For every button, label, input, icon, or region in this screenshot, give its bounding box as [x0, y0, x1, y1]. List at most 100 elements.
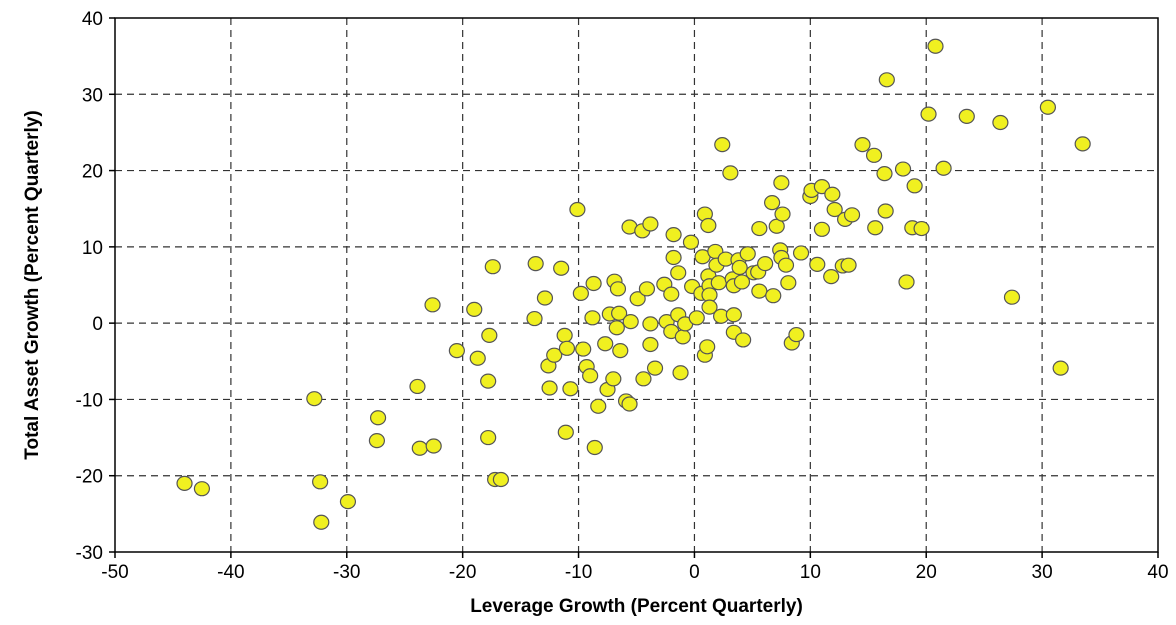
data-point: [722, 165, 739, 181]
plot-frame: [114, 17, 1159, 553]
data-point: [306, 391, 323, 407]
data-point: [546, 347, 563, 363]
data-point: [635, 371, 652, 387]
data-point: [774, 206, 791, 222]
data-point: [312, 474, 329, 490]
x-tick-label: -20: [449, 562, 476, 583]
y-tick-label: 30: [82, 85, 103, 106]
data-point: [553, 260, 570, 276]
data-point: [867, 220, 884, 236]
x-tick-label: -50: [101, 562, 128, 583]
data-point: [877, 203, 894, 219]
y-tick-label: -10: [76, 390, 103, 411]
data-point: [958, 108, 975, 125]
data-point: [906, 178, 923, 194]
data-point: [646, 360, 664, 376]
data-point: [557, 424, 574, 440]
data-point: [492, 471, 510, 488]
data-point: [876, 166, 893, 182]
data-points: [176, 38, 1091, 530]
x-tick-label: 20: [916, 562, 937, 583]
data-point: [777, 257, 795, 273]
y-tick-label: 10: [82, 238, 103, 259]
data-point: [562, 381, 579, 397]
data-point: [710, 275, 727, 291]
data-point: [313, 514, 330, 530]
data-point: [527, 256, 544, 272]
data-point: [597, 336, 614, 352]
data-point: [840, 257, 857, 273]
data-point: [733, 274, 751, 290]
x-tick-label: -10: [565, 562, 592, 583]
data-point: [585, 275, 602, 292]
data-point: [992, 114, 1009, 131]
grid-lines: [115, 18, 1158, 552]
data-point: [665, 249, 682, 266]
y-tick-label: 40: [82, 9, 103, 30]
data-point: [714, 137, 731, 153]
data-point: [757, 256, 774, 272]
data-point: [621, 396, 638, 412]
data-point: [809, 256, 826, 273]
data-point: [824, 186, 841, 202]
data-point: [927, 38, 944, 54]
data-point: [339, 494, 357, 510]
data-point: [765, 288, 782, 304]
x-tick-label: 0: [689, 562, 700, 583]
data-point: [448, 343, 465, 359]
data-point: [608, 320, 625, 336]
data-point: [670, 265, 687, 281]
data-point: [582, 368, 599, 384]
data-point: [823, 269, 840, 285]
data-point: [642, 316, 659, 332]
data-point: [480, 373, 497, 389]
y-tick-label: 20: [82, 162, 103, 183]
x-tick-label: 30: [1032, 562, 1053, 583]
data-point: [425, 438, 442, 454]
data-point: [469, 350, 486, 366]
data-point: [526, 310, 543, 327]
data-point: [569, 201, 586, 218]
y-tick-label: 0: [92, 314, 103, 335]
data-point: [611, 305, 628, 321]
data-point: [878, 72, 895, 88]
data-point: [480, 429, 497, 446]
data-point: [813, 221, 831, 237]
data-point: [751, 283, 768, 299]
data-point: [674, 329, 691, 345]
data-point: [176, 475, 193, 491]
x-tick-label: -30: [333, 562, 360, 583]
data-point: [665, 227, 682, 243]
data-point: [622, 314, 639, 330]
y-tick-label: -20: [76, 467, 103, 488]
data-point: [699, 339, 716, 355]
data-point: [663, 286, 680, 302]
y-axis-ticks: -30 -20 -10 0 10 20 30 40: [76, 9, 115, 564]
data-point: [751, 220, 768, 237]
data-point: [1039, 99, 1057, 115]
x-tick-label: 10: [800, 562, 821, 583]
data-point: [672, 365, 689, 381]
data-point: [843, 207, 861, 223]
data-point: [935, 160, 952, 176]
data-point: [612, 343, 629, 359]
data-point: [584, 310, 601, 326]
data-point: [826, 201, 843, 218]
data-point: [773, 175, 790, 191]
data-point: [920, 106, 937, 122]
x-tick-label: 40: [1147, 562, 1168, 583]
data-point: [609, 281, 627, 297]
x-axis-ticks: -50 -40 -30 -20 -10 0 10 20 30 40: [101, 552, 1169, 583]
data-point: [541, 380, 558, 396]
data-point: [735, 332, 752, 348]
data-point: [792, 245, 810, 261]
data-point: [898, 274, 915, 290]
data-point: [642, 216, 659, 232]
data-point: [590, 398, 607, 414]
data-point: [556, 327, 573, 343]
data-point: [1074, 136, 1091, 152]
data-point: [1003, 289, 1021, 305]
data-point: [629, 291, 646, 307]
x-tick-label: -40: [217, 562, 244, 583]
